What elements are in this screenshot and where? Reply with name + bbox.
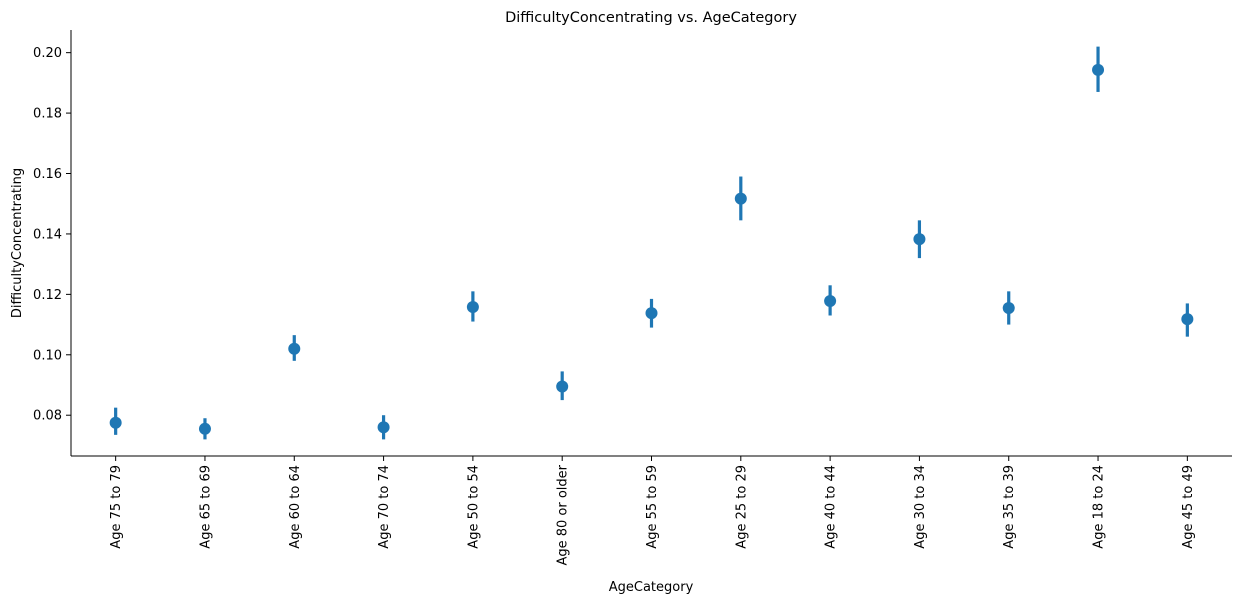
data-point bbox=[288, 342, 301, 355]
x-axis: Age 75 to 79 Age 65 to 69 Age 60 to 64 Age … bbox=[109, 456, 1196, 566]
y-axis: 0.08 0.10 0.12 0.14 0.16 0.18 0.20 bbox=[33, 46, 71, 424]
data-point bbox=[466, 301, 479, 314]
data-marks bbox=[109, 46, 1194, 440]
x-tick-label: Age 18 to 24 bbox=[1092, 465, 1107, 549]
data-point bbox=[645, 307, 658, 320]
data-point bbox=[1181, 313, 1194, 326]
x-tick-label: Age 45 to 49 bbox=[1181, 465, 1196, 549]
y-tick-label: 0.10 bbox=[33, 348, 62, 363]
data-point bbox=[198, 422, 211, 435]
data-point bbox=[913, 233, 926, 246]
x-tick-label: Age 70 to 74 bbox=[377, 465, 392, 549]
y-tick-label: 0.12 bbox=[33, 288, 62, 303]
y-tick-label: 0.08 bbox=[33, 409, 62, 424]
x-tick-label: Age 50 to 54 bbox=[466, 465, 481, 549]
data-point bbox=[1002, 301, 1015, 314]
x-tick-label: Age 30 to 34 bbox=[913, 465, 928, 549]
data-point bbox=[1092, 63, 1105, 76]
y-tick-label: 0.16 bbox=[33, 167, 62, 182]
x-axis-label: AgeCategory bbox=[609, 580, 694, 595]
data-point bbox=[824, 295, 837, 308]
data-point bbox=[109, 416, 122, 429]
x-tick-label: Age 35 to 39 bbox=[1002, 465, 1017, 549]
x-tick-label: Age 65 to 69 bbox=[198, 465, 213, 549]
x-tick-label: Age 55 to 59 bbox=[645, 465, 660, 549]
chart-title: DifficultyConcentrating vs. AgeCategory bbox=[505, 10, 797, 26]
x-tick-label: Age 60 to 64 bbox=[288, 465, 303, 549]
x-tick-label: Age 25 to 29 bbox=[734, 465, 749, 549]
data-point bbox=[556, 380, 569, 393]
y-tick-label: 0.20 bbox=[33, 46, 62, 61]
y-tick-label: 0.18 bbox=[33, 107, 62, 122]
x-tick-label: Age 75 to 79 bbox=[109, 465, 124, 549]
x-tick-label: Age 80 or older bbox=[556, 464, 571, 565]
y-axis-label: DifficultyConcentrating bbox=[10, 168, 25, 318]
data-point bbox=[377, 421, 390, 434]
data-point bbox=[734, 192, 747, 205]
y-tick-label: 0.14 bbox=[33, 227, 62, 242]
x-tick-label: Age 40 to 44 bbox=[824, 465, 839, 549]
